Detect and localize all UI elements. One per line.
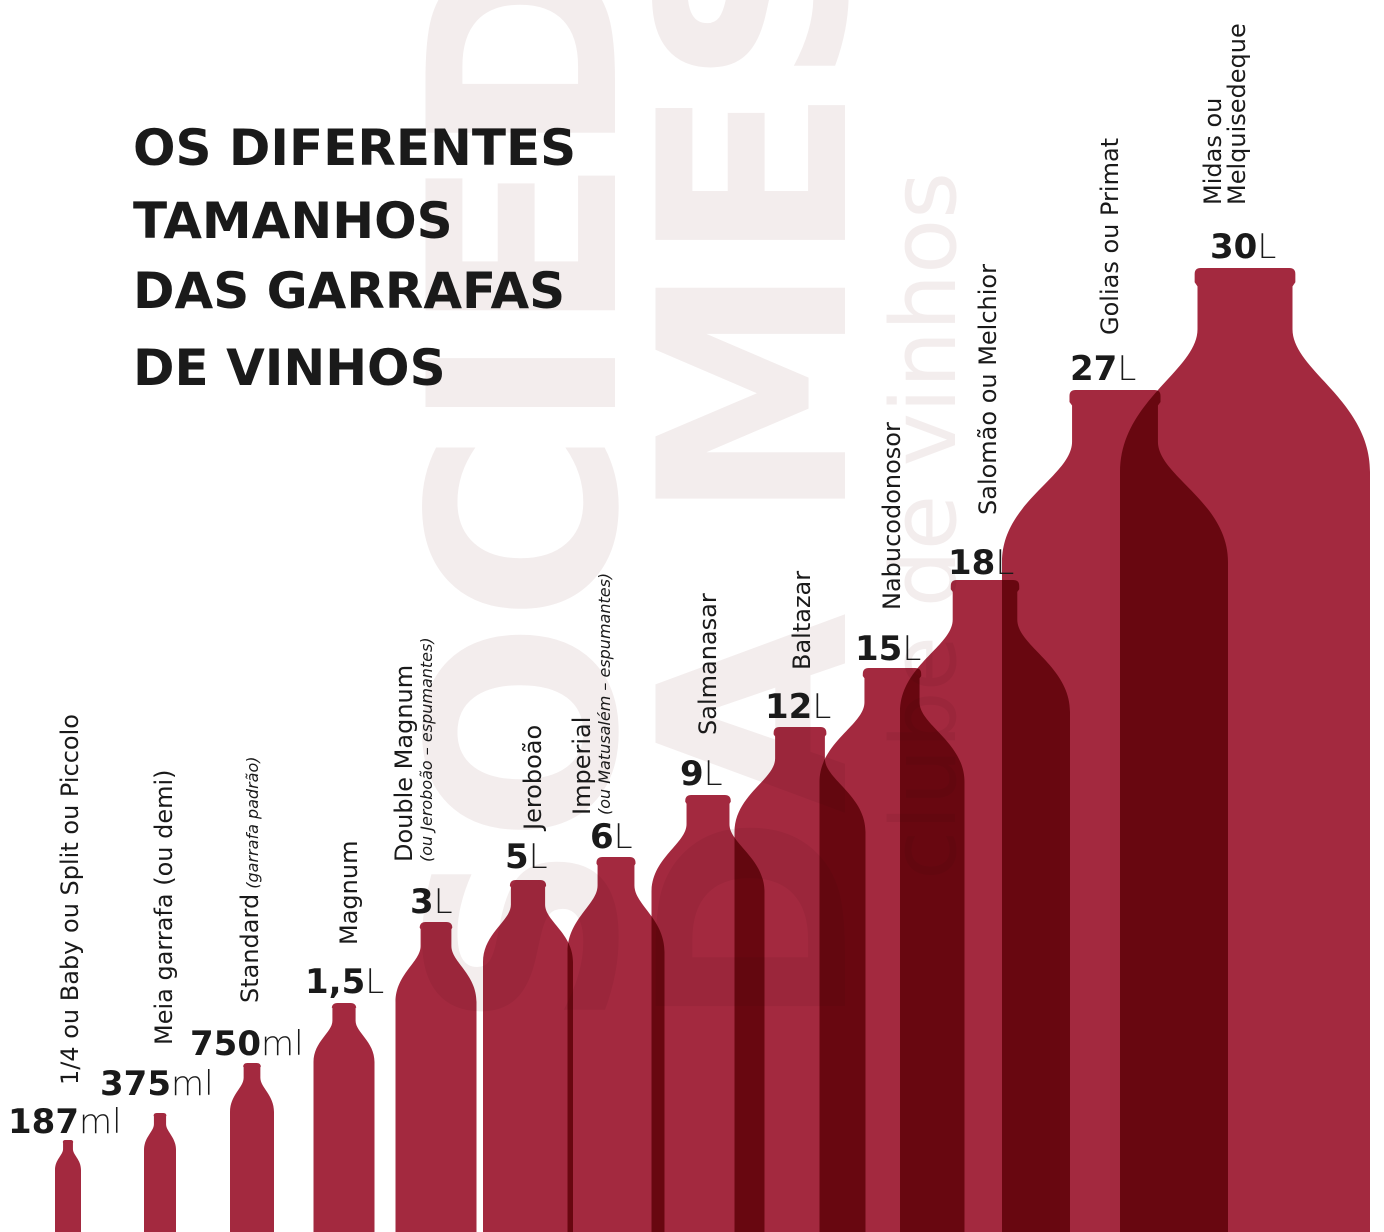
- bottle-size: 5L: [505, 837, 548, 877]
- unit: ml: [171, 1064, 214, 1104]
- name: Baltazar: [788, 571, 816, 670]
- amount: 6: [590, 817, 614, 857]
- title-line: OS DIFERENTES: [133, 119, 576, 177]
- bottle-size: 27L: [1070, 349, 1136, 389]
- amount: 12: [765, 687, 812, 727]
- bottle-note: (ou Jeroboão – espumantes): [417, 637, 436, 862]
- bottle: [483, 880, 573, 1232]
- amount: 375: [100, 1064, 171, 1104]
- amount: 1,5: [305, 962, 365, 1002]
- bottle: [55, 1140, 81, 1232]
- bottle-name: 1/4 ou Baby ou Split ou Piccolo: [56, 714, 84, 1085]
- name: Meia garrafa (ou demi): [150, 769, 178, 1045]
- infographic: SOCIEDADE DA MESA clube de vinhos 187ml1…: [0, 0, 1384, 1232]
- amount: 5: [505, 837, 529, 877]
- title-line: TAMANHOS: [133, 192, 453, 250]
- bottle-name: Nabucodonosor: [878, 422, 906, 610]
- bottle: [144, 1113, 176, 1232]
- title-line: DAS GARRAFAS: [133, 262, 565, 320]
- unit: ml: [261, 1024, 304, 1064]
- amount: 18: [948, 543, 995, 583]
- unit: L: [365, 962, 384, 1002]
- unit: L: [902, 629, 921, 669]
- bottle-size: 375ml: [100, 1064, 214, 1104]
- bottle-name: Salmanasar: [694, 593, 722, 735]
- bottle-size: 1,5L: [305, 962, 384, 1002]
- bottle-name: Golias ou Primat: [1096, 138, 1124, 335]
- unit: L: [434, 882, 453, 922]
- name: Standard: [236, 894, 264, 1003]
- unit: L: [614, 817, 633, 857]
- bottle-name: Double Magnum: [390, 665, 418, 862]
- amount: 27: [1070, 349, 1117, 389]
- unit: L: [1257, 227, 1276, 267]
- name: Double Magnum: [390, 665, 418, 862]
- name: Salomão ou Melchior: [974, 264, 1002, 515]
- bottle-size: 15L: [855, 629, 921, 669]
- name: Golias ou Primat: [1096, 138, 1124, 335]
- bottle-name: Jeroboão: [519, 725, 547, 832]
- bottle-name: Imperial: [568, 717, 596, 815]
- bottle-name: Magnum: [335, 841, 363, 945]
- amount: 187: [8, 1102, 79, 1142]
- bottle: [1120, 268, 1370, 1232]
- unit: L: [995, 543, 1014, 583]
- unit: L: [812, 687, 831, 727]
- amount: 30: [1210, 227, 1257, 267]
- unit: L: [529, 837, 548, 877]
- bottle-size: 6L: [590, 817, 633, 857]
- name: Jeroboão: [519, 725, 547, 832]
- name: Imperial: [568, 717, 596, 815]
- bottle-name: Standard (garrafa padrão): [236, 757, 264, 1004]
- unit: ml: [79, 1102, 122, 1142]
- bottle-size: 18L: [948, 543, 1014, 583]
- unit: L: [1117, 349, 1136, 389]
- amount: 3: [410, 882, 434, 922]
- bottle-name: Meia garrafa (ou demi): [150, 769, 178, 1045]
- name: Salmanasar: [694, 593, 722, 735]
- amount: 750: [190, 1024, 261, 1064]
- name: Melquisedeque: [1223, 23, 1251, 205]
- bottle-size: 9L: [680, 754, 723, 794]
- bottle-size: 12L: [765, 687, 831, 727]
- name: 1/4 ou Baby ou Split ou Piccolo: [56, 714, 84, 1085]
- bottle-name: Melquisedeque: [1223, 23, 1251, 205]
- title-line: DE VINHOS: [133, 339, 446, 397]
- bottle-size: 3L: [410, 882, 453, 922]
- bottle: [230, 1063, 274, 1232]
- bottle: [314, 1003, 375, 1232]
- bottle-size: 187ml: [8, 1102, 122, 1142]
- unit: L: [704, 754, 723, 794]
- bottle-note: (ou Matusalém – espumantes): [595, 573, 614, 815]
- bottle-size: 30L: [1210, 227, 1276, 267]
- name: Nabucodonosor: [878, 422, 906, 610]
- amount: 15: [855, 629, 902, 669]
- bottle-name: Salomão ou Melchior: [974, 264, 1002, 515]
- bottle-name: Baltazar: [788, 571, 816, 670]
- page: SOCIEDADE DA MESA clube de vinhos 187ml1…: [0, 0, 1384, 1232]
- note: (garrafa padrão): [243, 757, 262, 889]
- bottle-size: 750ml: [190, 1024, 304, 1064]
- name: Magnum: [335, 841, 363, 945]
- amount: 9: [680, 754, 704, 794]
